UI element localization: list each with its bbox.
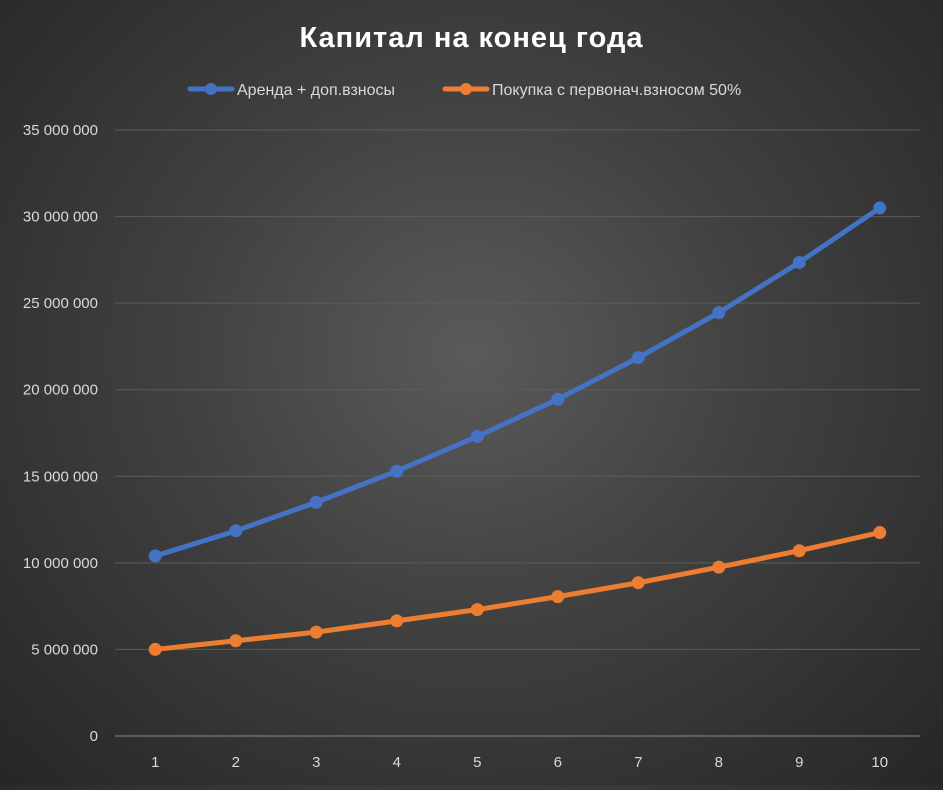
y-axis: 0 5 000 000 10 000 000 15 000 000 20 000 000… — [23, 122, 98, 745]
legend-marker — [460, 83, 472, 95]
y-tick-label: 20 000 000 — [23, 382, 98, 399]
legend-item-2: Покупка с первонач.взносом 50% — [442, 82, 741, 99]
data-point — [390, 464, 404, 478]
x-tick-label: 10 — [871, 754, 888, 771]
data-point — [873, 201, 887, 215]
data-point — [551, 392, 565, 406]
data-point — [873, 526, 887, 540]
series-2 — [148, 526, 887, 656]
data-point — [631, 576, 645, 590]
legend: Аренда + доп.взносы Покупка с первонач.вз… — [187, 82, 741, 99]
data-point — [712, 306, 726, 320]
legend-label: Аренда + доп.взносы — [237, 82, 395, 99]
y-tick-label: 5 000 000 — [31, 641, 98, 658]
y-tick-label: 0 — [90, 728, 98, 745]
x-tick-label: 1 — [151, 754, 159, 771]
data-point — [792, 255, 806, 269]
data-point — [470, 429, 484, 443]
data-point — [792, 544, 806, 558]
data-point — [712, 560, 726, 574]
y-tick-label: 30 000 000 — [23, 209, 98, 226]
y-tick-label: 10 000 000 — [23, 555, 98, 572]
x-tick-label: 5 — [473, 754, 481, 771]
legend-marker — [205, 83, 217, 95]
data-point — [229, 524, 243, 538]
series-line — [152, 205, 883, 559]
data-point — [309, 625, 323, 639]
x-axis: 1 2 3 4 5 6 7 8 9 10 — [151, 754, 888, 771]
series-1 — [148, 201, 887, 563]
data-point — [551, 590, 565, 604]
data-point — [470, 603, 484, 617]
y-tick-label: 25 000 000 — [23, 295, 98, 312]
data-point — [390, 614, 404, 628]
chart-title: Капитал на конец года — [300, 22, 644, 54]
legend-item-1: Аренда + доп.взносы — [187, 82, 395, 99]
x-tick-label: 4 — [393, 754, 401, 771]
x-tick-label: 7 — [634, 754, 642, 771]
data-point — [148, 642, 162, 656]
data-point — [229, 634, 243, 648]
x-tick-label: 8 — [715, 754, 723, 771]
data-point — [309, 495, 323, 509]
data-point — [631, 351, 645, 365]
legend-label: Покупка с первонач.взносом 50% — [492, 82, 741, 99]
x-tick-label: 2 — [232, 754, 240, 771]
series-layer — [148, 201, 887, 656]
y-tick-label: 15 000 000 — [23, 468, 98, 485]
series-line — [152, 530, 883, 652]
data-point — [148, 549, 162, 563]
x-tick-label: 6 — [554, 754, 562, 771]
gridlines — [115, 129, 920, 737]
x-tick-label: 9 — [795, 754, 803, 771]
x-tick-label: 3 — [312, 754, 320, 771]
y-tick-label: 35 000 000 — [23, 122, 98, 139]
